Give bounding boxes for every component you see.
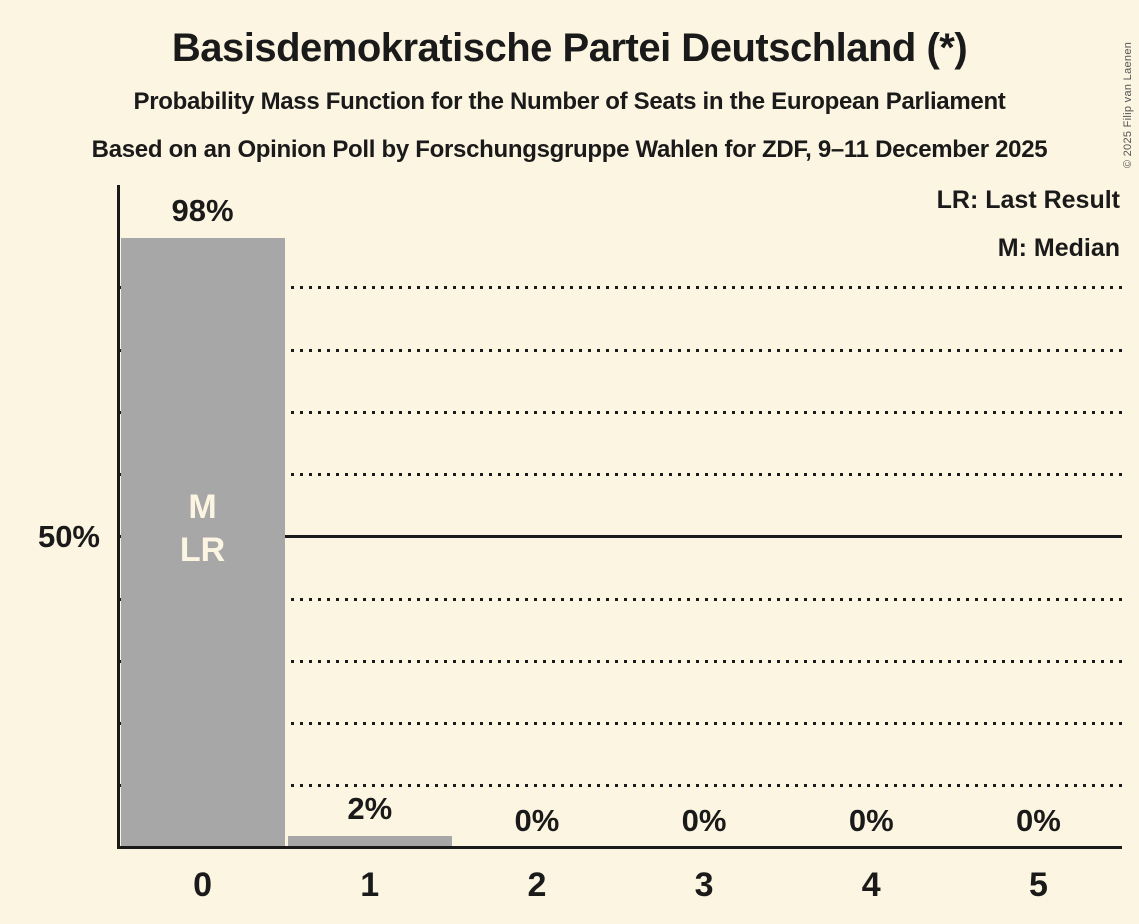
gridline-dotted-70	[120, 411, 1122, 414]
x-tick-label-4: 4	[861, 866, 881, 904]
chart-poll-source: Based on an Opinion Poll by Forschungsgr…	[91, 136, 1048, 163]
gridline-dotted-90	[120, 286, 1122, 289]
x-tick-label-5: 5	[1028, 866, 1048, 904]
bar-seats-1	[287, 835, 452, 848]
bar-value-label: 0%	[848, 803, 894, 838]
gridline-dotted-30	[120, 660, 1122, 663]
gridline-dotted-40	[120, 598, 1122, 601]
legend-median: M: Median	[997, 234, 1120, 262]
y-axis-label-50: 50%	[37, 519, 100, 554]
x-axis-line	[117, 846, 1122, 849]
median-last-result-annotation: M LR	[179, 488, 226, 569]
x-tick-label-3: 3	[694, 866, 714, 904]
gridline-dotted-80	[120, 349, 1122, 352]
bar-value-label: 0%	[681, 803, 727, 838]
bar-value-label: 0%	[1016, 803, 1061, 838]
bar-value-label: 98%	[171, 193, 234, 229]
x-tick-label-1: 1	[360, 866, 380, 904]
x-tick-label-2: 2	[527, 866, 547, 904]
bar-value-label: 0%	[514, 803, 560, 838]
legend-last-result: LR: Last Result	[936, 186, 1120, 214]
gridline-dotted-20	[120, 722, 1122, 725]
bar-value-label: 2%	[347, 790, 393, 826]
gridline-dotted-10	[120, 784, 1122, 787]
x-tick-label-0: 0	[193, 866, 213, 904]
gridline-dotted-60	[120, 473, 1122, 476]
gridline-solid-50	[120, 535, 1122, 538]
chart-subtitle: Probability Mass Function for the Number…	[133, 88, 1006, 115]
chart-title: Basisdemokratische Partei Deutschland (*…	[171, 26, 968, 70]
bar-seats-0	[120, 238, 285, 848]
y-axis-line	[117, 185, 120, 849]
legend: LR: Last Result M: Median	[937, 176, 1120, 272]
